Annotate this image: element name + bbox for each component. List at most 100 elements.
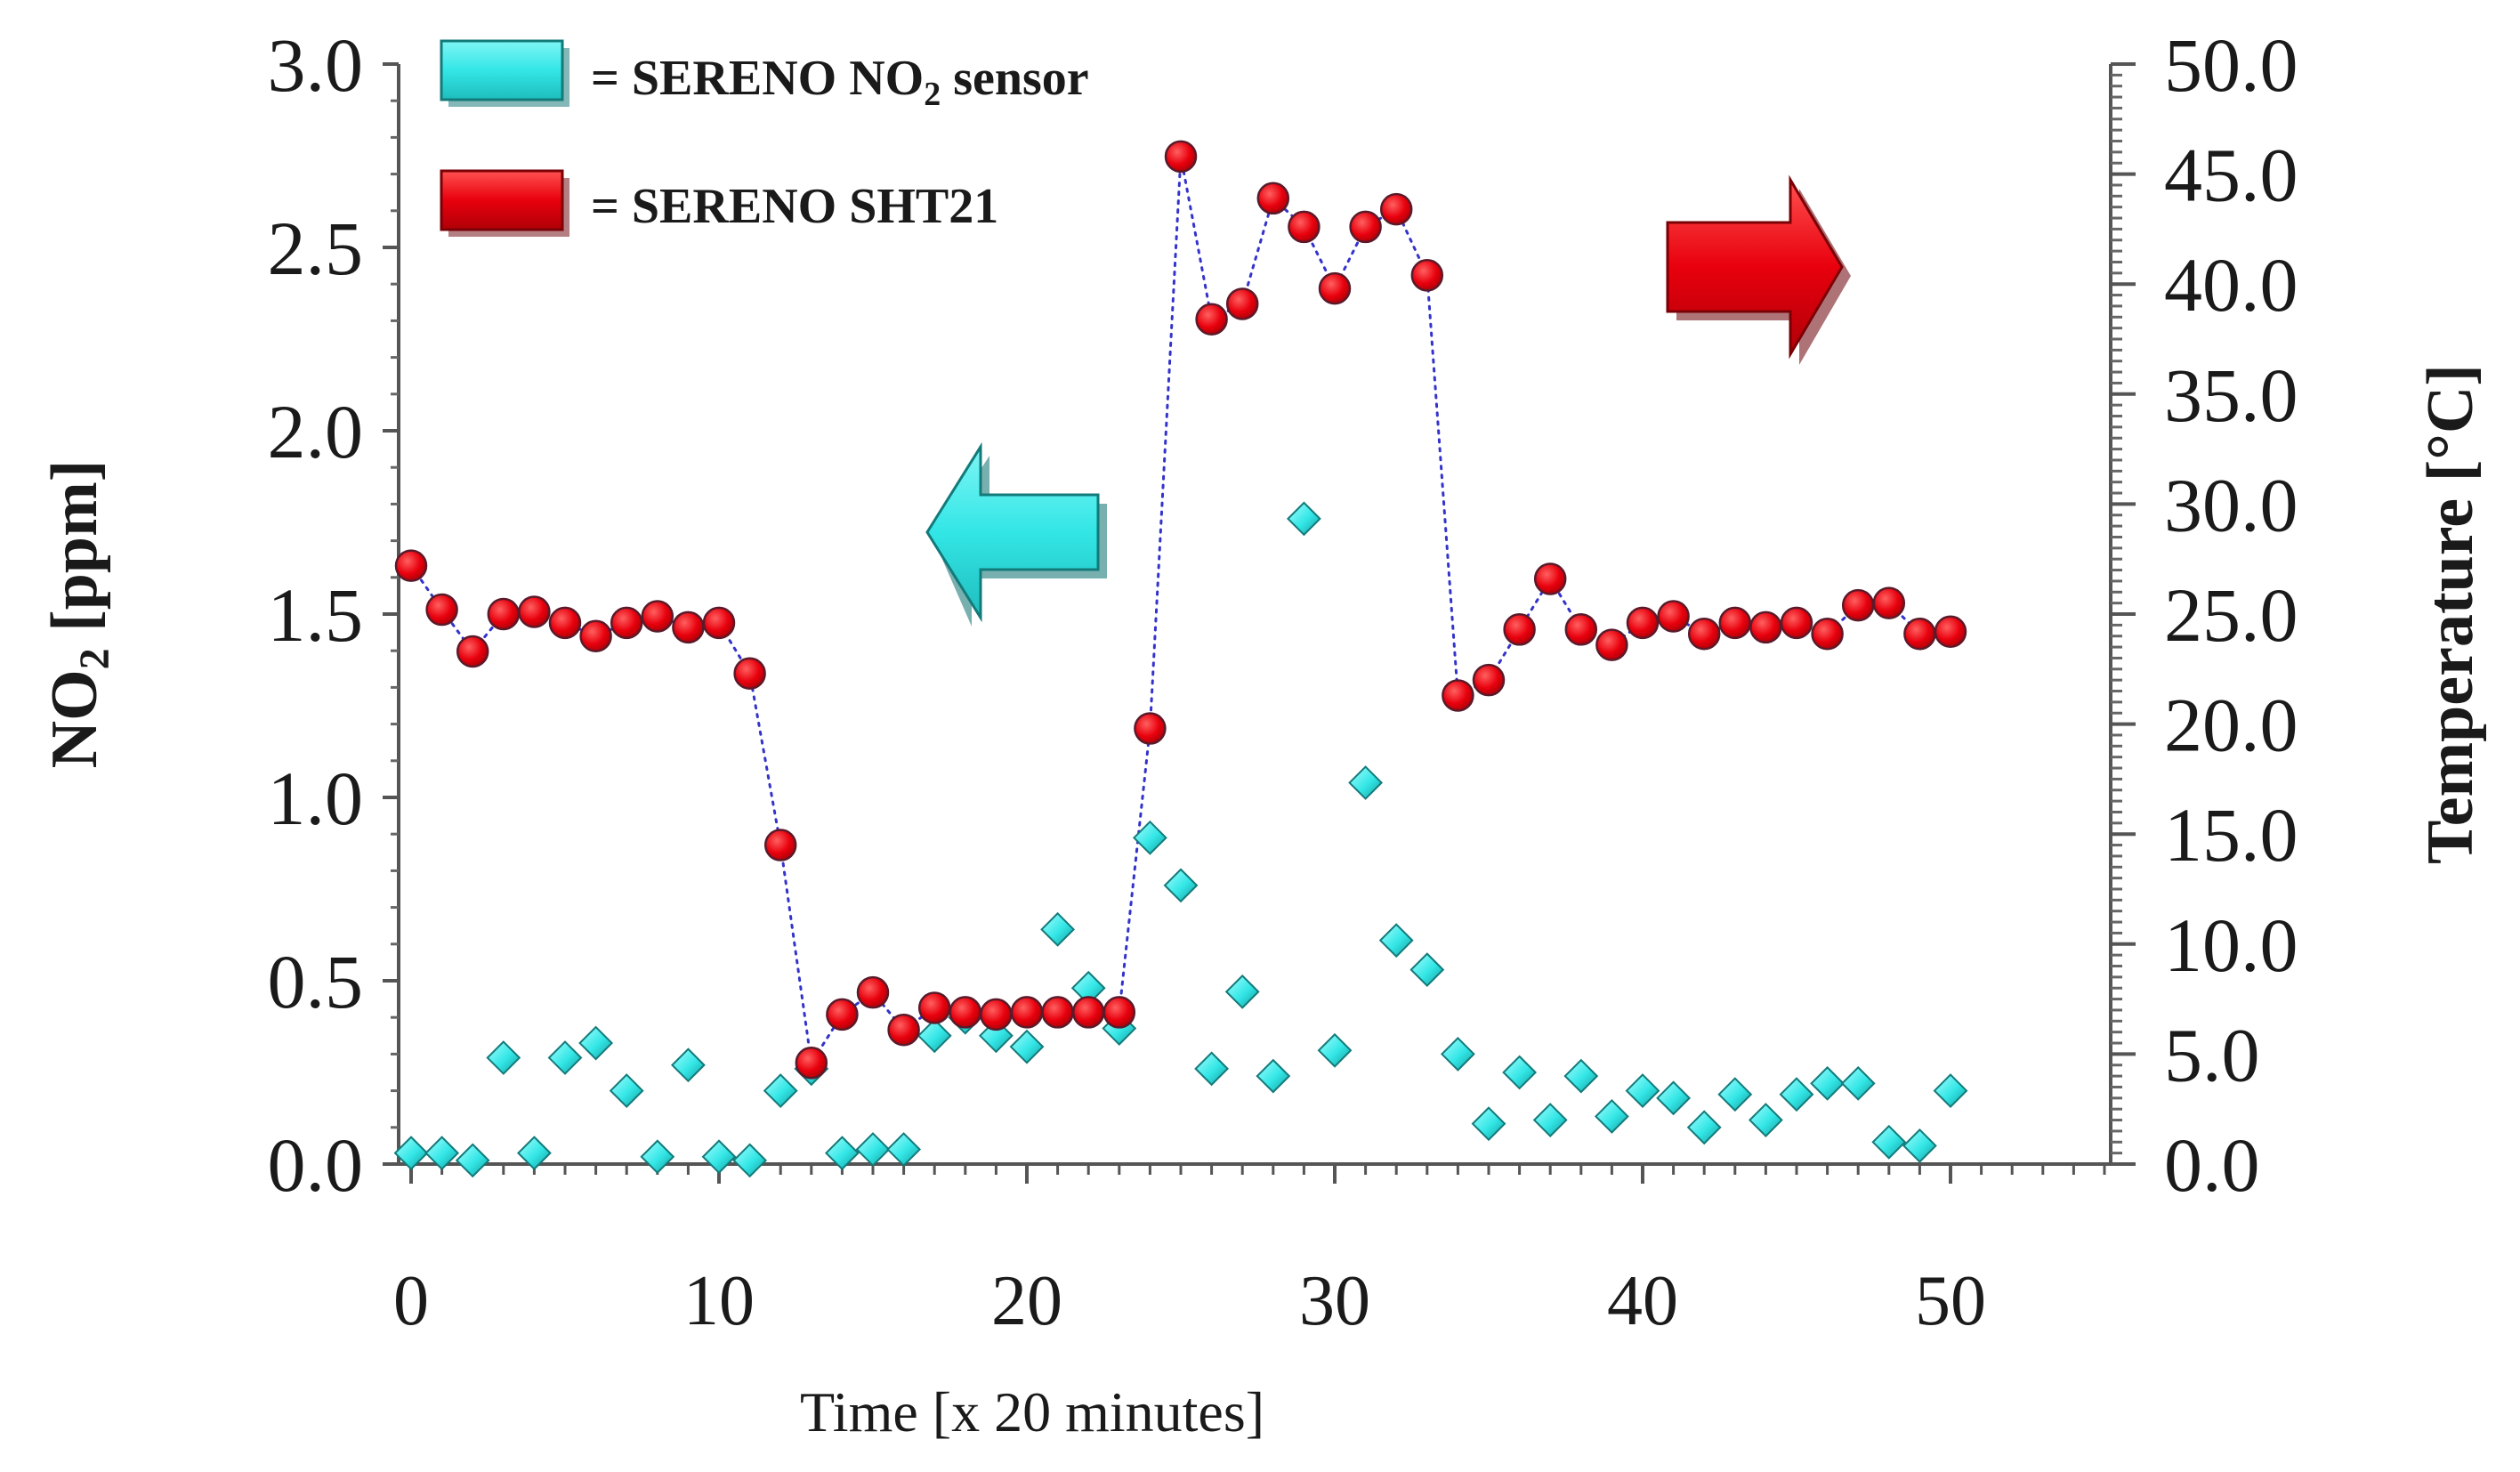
temperature-point (1010, 996, 1044, 1029)
no2-point (732, 1143, 768, 1178)
no2-point (1378, 923, 1414, 958)
temperature-point (1903, 617, 1936, 651)
y-left-tick-label: 2.0 (268, 389, 364, 474)
no2-point (1348, 765, 1384, 800)
no2-point (424, 1136, 460, 1171)
arrow-right-annotation (1666, 174, 1851, 365)
temperature-point (1071, 996, 1105, 1029)
y-left-tick-label: 0.5 (268, 939, 364, 1024)
no2-point (1256, 1058, 1291, 1094)
no2-point (1040, 911, 1076, 947)
y-right-tick-label: 20.0 (2164, 683, 2298, 768)
no2-point (1871, 1124, 1907, 1160)
x-tick-label: 40 (1607, 1262, 1678, 1340)
temperature-point (518, 595, 551, 628)
temperature-point (702, 606, 736, 640)
temperature-point (610, 606, 643, 640)
no2-point (1532, 1103, 1568, 1137)
left-axis-ticks: 0.0 0.5 1.0 1.5 2.0 2.5 3.0 (268, 22, 399, 1208)
y-left-tick-label: 3.0 (268, 22, 364, 108)
temperature-point (1934, 615, 1967, 649)
temperature-point (1872, 586, 1906, 619)
no2-point (1902, 1128, 1937, 1163)
y-axis-right-title: Temperature [°C] (2414, 364, 2487, 864)
no2-point (1656, 1080, 1692, 1116)
no2-point (670, 1047, 706, 1083)
temperature-point (672, 611, 705, 644)
no2-point (763, 1073, 798, 1109)
temperature-point (1626, 606, 1660, 640)
arrow-left-annotation (925, 441, 1107, 627)
no2-point (1471, 1106, 1506, 1142)
legend-no2-prefix: = SERENO NO (591, 51, 924, 106)
temperature-point (579, 619, 612, 652)
arrow-right-icon (1666, 174, 1844, 360)
temperature-point (1134, 712, 1167, 745)
legend-item-no2: = SERENO NO2 sensor (440, 39, 1089, 113)
no2-point (886, 1132, 922, 1167)
x-axis-ticks: 0 10 20 30 40 50 (393, 1164, 2106, 1340)
temperature-series (394, 140, 1967, 1080)
y-right-tick-label: 5.0 (2164, 1012, 2260, 1097)
y-left-tick-label: 1.5 (268, 572, 364, 658)
no2-point (1933, 1073, 1968, 1109)
x-tick-label: 30 (1299, 1262, 1370, 1340)
no2-point (1563, 1058, 1599, 1094)
no2-point (1502, 1055, 1538, 1090)
temperature-point (917, 991, 951, 1024)
right-axis-ticks: 0.0 5.0 10.0 15.0 20.0 25.0 30.0 35.0 40.0 45.0 50… (2111, 22, 2298, 1208)
no2-point (1779, 1077, 1814, 1112)
x-tick-label: 50 (1915, 1262, 1986, 1340)
temperature-point (1442, 679, 1474, 712)
temperature-point (795, 1047, 828, 1080)
no2-point (1625, 1073, 1660, 1109)
temperature-point (1379, 192, 1413, 226)
no2-point (578, 1025, 614, 1061)
y-right-tick-label: 30.0 (2164, 462, 2298, 547)
temperature-point (1780, 606, 1813, 640)
y-right-tick-label: 25.0 (2164, 572, 2298, 658)
temperature-point (1349, 210, 1382, 244)
y-left-title-sub: 2 (71, 648, 118, 669)
y-axis-left-title: NO2 [ppm] (38, 460, 118, 769)
no2-point (1686, 1110, 1722, 1145)
x-tick-label: 0 (393, 1262, 429, 1340)
y-right-tick-label: 35.0 (2164, 352, 2298, 438)
no2-point (1286, 501, 1321, 537)
no2-point (1810, 1065, 1846, 1101)
no2-point (1224, 974, 1260, 1009)
no2-point (547, 1040, 583, 1075)
svg-text:= SERENO NO2 sensor: = SERENO NO2 sensor (591, 51, 1089, 113)
x-tick-label: 10 (683, 1262, 755, 1340)
no2-point (1163, 868, 1199, 903)
temperature-point (1564, 613, 1598, 646)
no2-point (824, 1136, 860, 1171)
temperature-point (1657, 600, 1690, 633)
no2-point (1440, 1036, 1475, 1072)
no2-point (701, 1139, 737, 1175)
y-right-tick-label: 15.0 (2164, 792, 2298, 878)
temperature-point (763, 829, 797, 861)
temperature-point (826, 998, 859, 1031)
temperature-point (1841, 588, 1875, 622)
temperature-point (487, 597, 521, 631)
no2-point (1748, 1103, 1783, 1137)
temperature-point (548, 606, 582, 640)
y-left-tick-label: 1.0 (268, 756, 364, 841)
legend-sht21-label: = SERENO SHT21 (591, 179, 998, 234)
temperature-point (1749, 611, 1782, 644)
temperature-point (887, 1013, 920, 1047)
temperature-point (1195, 303, 1228, 336)
no2-point (393, 1136, 429, 1171)
temperature-point (1811, 617, 1844, 651)
temperature-point (1164, 140, 1198, 174)
temperature-point (1472, 663, 1506, 697)
temperature-point (1503, 613, 1536, 646)
x-tick-label: 20 (991, 1262, 1062, 1340)
no2-point (1594, 1099, 1629, 1134)
temperature-point (1288, 210, 1321, 244)
y-left-title-main: NO (38, 669, 111, 768)
y-left-tick-label: 0.0 (268, 1122, 364, 1208)
no2-point (486, 1040, 521, 1075)
